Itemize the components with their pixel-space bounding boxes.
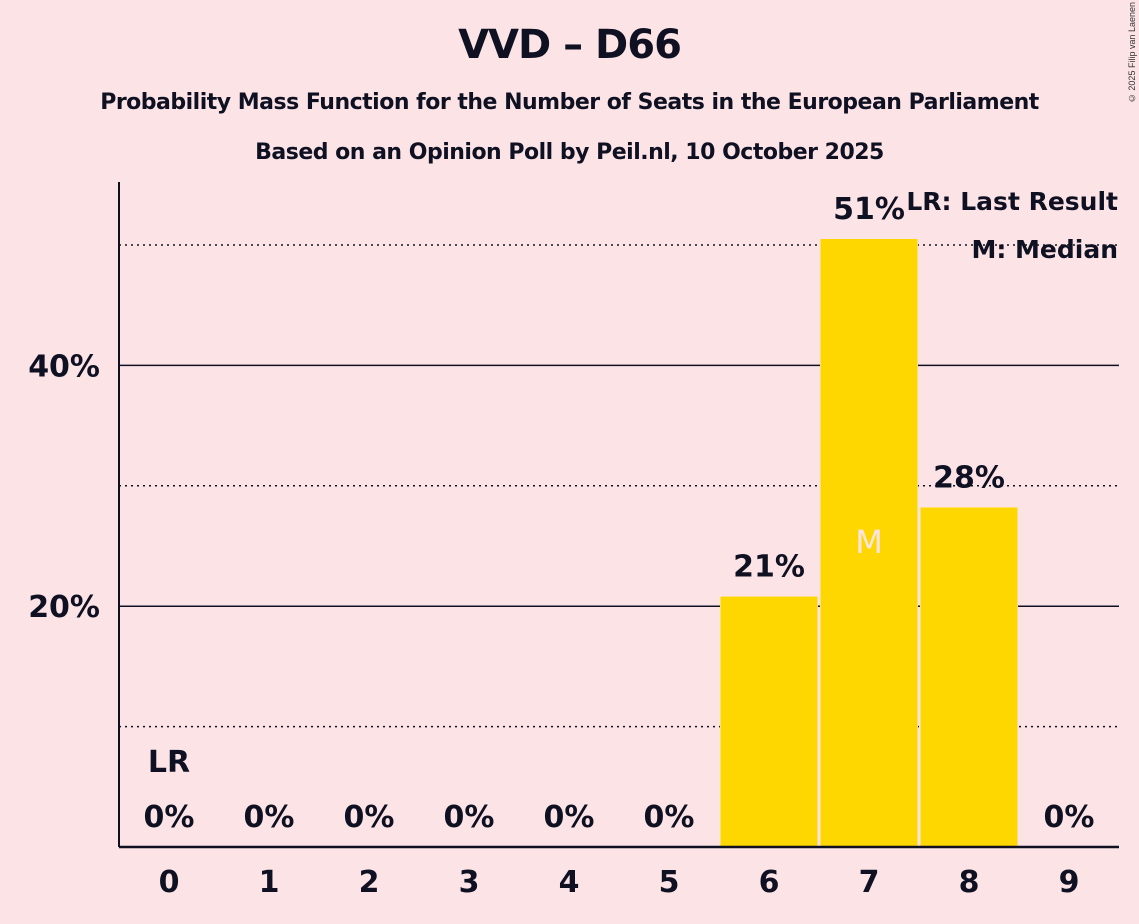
value-label: 0% (644, 800, 695, 835)
last-result-marker: LR (148, 745, 190, 780)
chart-subtitle: Probability Mass Function for the Number… (100, 90, 1039, 115)
value-label: 0% (144, 800, 195, 835)
value-label: 0% (244, 800, 295, 835)
x-tick-label: 2 (359, 865, 380, 900)
bar (720, 596, 818, 847)
value-label: 28% (933, 460, 1005, 495)
x-tick-label: 3 (459, 865, 480, 900)
x-tick-label: 1 (259, 865, 280, 900)
bar (820, 238, 918, 848)
x-tick-label: 6 (759, 865, 780, 900)
bar (920, 507, 1018, 847)
value-label: 21% (733, 550, 805, 585)
legend-entry: LR: Last Result (906, 187, 1118, 216)
chart-title: VVD – D66 (458, 22, 682, 68)
x-tick-label: 0 (159, 865, 180, 900)
value-label: 0% (1044, 800, 1095, 835)
y-tick-label: 40% (28, 349, 100, 384)
value-label: 0% (544, 800, 595, 835)
x-tick-label: 8 (959, 865, 980, 900)
x-tick-label: 4 (559, 865, 580, 900)
legend-entry: M: Median (971, 235, 1118, 264)
value-label: 0% (344, 800, 395, 835)
median-marker: M (855, 523, 883, 561)
y-tick-label: 20% (28, 590, 100, 625)
value-label: 0% (444, 800, 495, 835)
x-tick-label: 7 (859, 865, 880, 900)
value-label: 51% (833, 192, 905, 227)
x-tick-label: 5 (659, 865, 680, 900)
chart-source-line: Based on an Opinion Poll by Peil.nl, 10 … (255, 140, 884, 165)
x-tick-label: 9 (1059, 865, 1080, 900)
